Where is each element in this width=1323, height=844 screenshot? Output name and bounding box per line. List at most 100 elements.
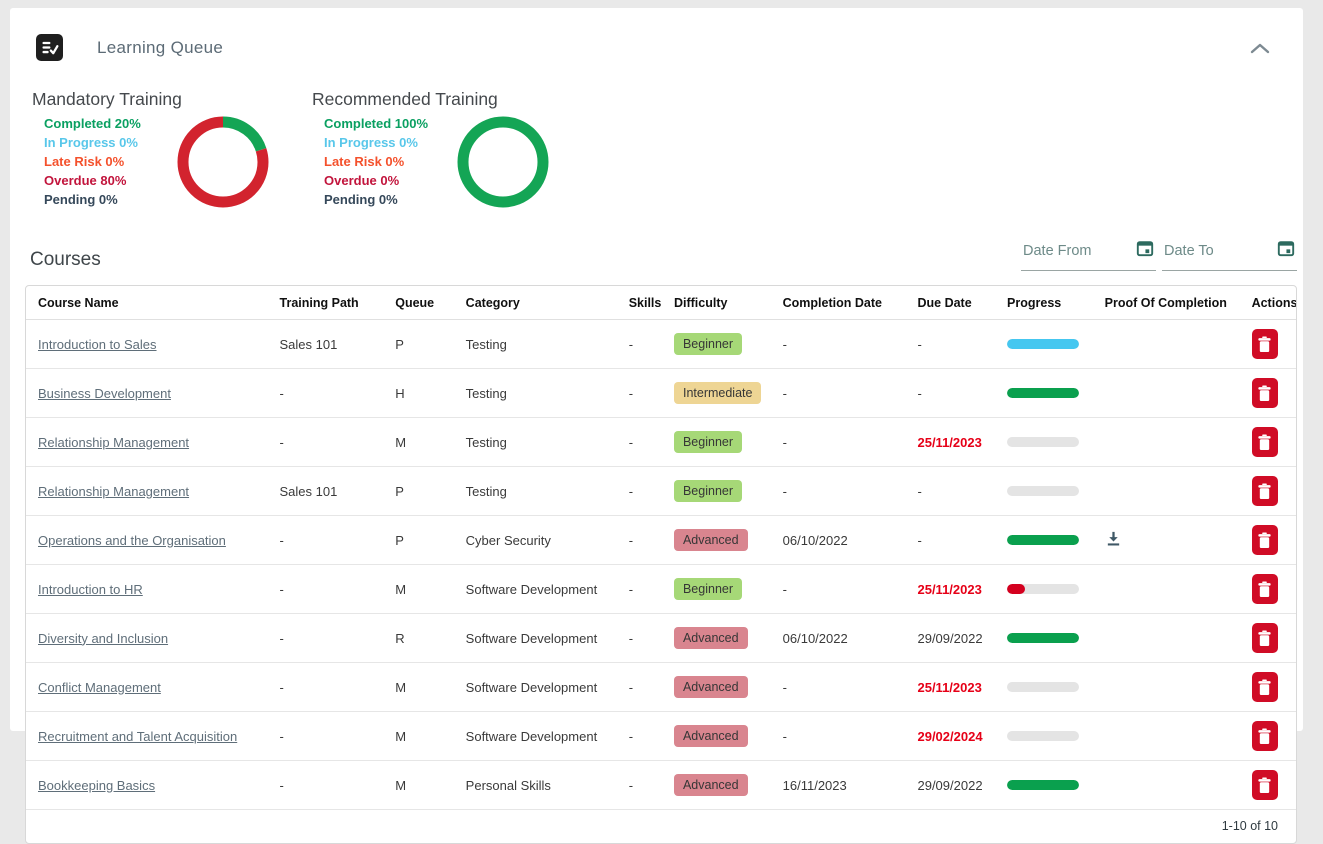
column-header: Training Path [267,286,384,320]
training-path-cell: - [267,760,384,810]
queue-cell: M [383,760,454,810]
difficulty-badge: Beginner [673,480,743,502]
delete-course-button[interactable] [1251,721,1278,751]
completion-date-cell: - [770,368,906,418]
table-row: Relationship Management - M Testing - Beginne… [26,417,1296,467]
column-header: Category [453,286,617,320]
course-name-link[interactable]: Bookkeeping Basics [38,777,156,793]
due-date-cell: 25/11/2023 [917,679,982,695]
date-filters: Date From Date To [1015,239,1297,271]
skills-cell: - [616,760,662,810]
legend-item: Completed 20% [44,116,141,131]
date-to-placeholder: Date To [1164,242,1214,259]
progress-bar [1007,437,1080,447]
progress-bar [1007,535,1080,545]
chart-legend: Completed 100% In Progress 0% Late Risk 0%… [324,114,452,209]
panel-header: Learning Queue [10,8,1303,61]
courses-bar: Courses Date From Date To [10,209,1303,271]
category-cell: Software Development [453,711,617,761]
training-path-cell: - [267,417,384,467]
category-cell: Software Development [453,613,617,663]
column-header: Skills [616,286,662,320]
delete-course-button[interactable] [1251,574,1278,604]
column-header: Course Name [26,286,268,320]
delete-course-button[interactable] [1251,427,1278,457]
category-cell: Testing [453,368,617,418]
legend-item: In Progress 0% [324,135,418,150]
table-row: Recruitment and Talent Acquisition - M Soft… [26,711,1296,761]
legend-item: Pending 0% [44,192,118,207]
training-path-cell: - [267,368,384,418]
delete-course-button[interactable] [1251,770,1278,800]
courses-table: Course Name Training Path Queue Category Ski… [25,285,1297,844]
category-cell: Testing [453,417,617,467]
category-cell: Testing [453,466,617,516]
progress-bar [1007,731,1080,741]
download-proof-button[interactable] [1105,530,1122,547]
chevron-up-icon[interactable] [1249,41,1271,55]
legend-item: In Progress 0% [44,135,138,150]
training-charts: Mandatory Training Completed 20% In Progre… [10,61,1303,209]
date-from-placeholder: Date From [1023,242,1092,259]
delete-course-button[interactable] [1251,329,1278,359]
course-name-link[interactable]: Relationship Management [38,483,190,499]
chart-legend: Completed 20% In Progress 0% Late Risk 0% O… [44,114,172,209]
due-date-cell: 29/09/2022 [917,630,983,646]
delete-course-button[interactable] [1251,672,1278,702]
skills-cell: - [616,564,662,614]
completion-date-cell: 06/10/2022 [770,613,906,663]
completion-date-cell: - [770,466,906,516]
skills-cell: - [616,662,662,712]
progress-bar [1007,633,1080,643]
column-header: Proof Of Completion [1092,286,1240,320]
column-header: Difficulty [661,286,771,320]
legend-item: Late Risk 0% [44,154,125,169]
course-name-link[interactable]: Relationship Management [38,434,190,450]
column-header: Completion Date [770,286,906,320]
due-date-cell: - [917,385,922,401]
category-cell: Personal Skills [453,760,617,810]
table-header-row: Course Name Training Path Queue Category Ski… [26,286,1296,320]
queue-cell: P [383,466,454,516]
queue-cell: P [383,515,454,565]
skills-cell: - [616,515,662,565]
calendar-icon[interactable] [1277,239,1295,262]
table-row: Diversity and Inclusion - R Software Develo… [26,613,1296,663]
delete-course-button[interactable] [1251,476,1278,506]
course-name-link[interactable]: Conflict Management [38,679,161,695]
calendar-icon[interactable] [1136,239,1154,262]
legend-item: Overdue 0% [324,173,400,188]
legend-item: Pending 0% [324,192,398,207]
due-date-cell: 29/09/2022 [917,777,983,793]
difficulty-badge: Intermediate [673,382,762,404]
checklist-icon [36,34,63,61]
delete-course-button[interactable] [1251,525,1278,555]
table-row: Bookkeeping Basics - M Personal Skills - Adva… [26,760,1296,810]
date-from-input[interactable]: Date From [1021,239,1156,271]
difficulty-badge: Beginner [673,333,743,355]
course-name-link[interactable]: Recruitment and Talent Acquisition [38,728,238,744]
legend-item: Completed 100% [324,116,429,131]
courses-title: Courses [30,249,101,270]
delete-course-button[interactable] [1251,378,1278,408]
delete-course-button[interactable] [1251,623,1278,653]
course-name-link[interactable]: Operations and the Organisation [38,532,226,548]
column-header: Queue [383,286,454,320]
category-cell: Cyber Security [453,515,617,565]
course-name-link[interactable]: Introduction to HR [38,581,143,597]
completion-date-cell: - [770,319,906,369]
difficulty-badge: Beginner [673,431,743,453]
course-name-link[interactable]: Introduction to Sales [38,336,157,352]
due-date-cell: - [917,532,922,548]
training-chart: Recommended Training Completed 100% In Pro… [312,89,550,209]
course-name-link[interactable]: Business Development [38,385,171,401]
course-name-link[interactable]: Diversity and Inclusion [38,630,169,646]
legend-item: Late Risk 0% [324,154,405,169]
skills-cell: - [616,417,662,467]
table-row: Introduction to HR - M Software Development… [26,564,1296,614]
progress-bar [1007,486,1080,496]
progress-bar [1007,682,1080,692]
due-date-cell: 29/02/2024 [917,728,983,744]
skills-cell: - [616,613,662,663]
date-to-input[interactable]: Date To [1162,239,1297,271]
